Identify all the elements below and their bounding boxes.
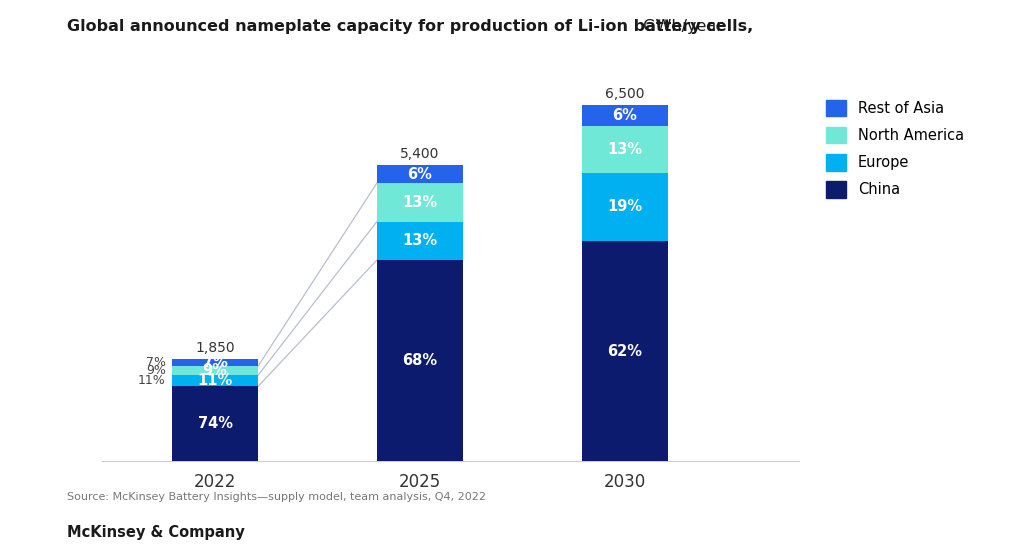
Text: 6%: 6% bbox=[408, 167, 432, 182]
Bar bbox=[377, 260, 463, 461]
Bar bbox=[582, 126, 668, 173]
Text: 6%: 6% bbox=[612, 108, 637, 123]
Text: McKinsey & Company: McKinsey & Company bbox=[67, 525, 245, 540]
Text: 11%: 11% bbox=[138, 374, 166, 388]
Text: 5,400: 5,400 bbox=[400, 147, 439, 161]
Text: 68%: 68% bbox=[402, 353, 437, 368]
Bar bbox=[172, 359, 258, 366]
Text: 19%: 19% bbox=[607, 199, 642, 214]
Bar bbox=[582, 173, 668, 241]
Text: 62%: 62% bbox=[607, 344, 642, 359]
Text: 11%: 11% bbox=[198, 373, 232, 388]
Bar bbox=[377, 183, 463, 222]
Text: 9%: 9% bbox=[203, 363, 227, 378]
Text: 6,500: 6,500 bbox=[605, 87, 644, 101]
Bar bbox=[582, 241, 668, 461]
Text: Source: McKinsey Battery Insights—supply model, team analysis, Q4, 2022: Source: McKinsey Battery Insights—supply… bbox=[67, 492, 485, 502]
Text: Global announced nameplate capacity for production of Li-ion battery cells,: Global announced nameplate capacity for … bbox=[67, 19, 753, 34]
Bar bbox=[582, 105, 668, 126]
Bar bbox=[377, 222, 463, 260]
Text: 7%: 7% bbox=[203, 355, 227, 370]
Bar bbox=[172, 375, 258, 386]
Bar bbox=[172, 366, 258, 375]
Text: GWh/year: GWh/year bbox=[638, 19, 723, 34]
Text: 9%: 9% bbox=[146, 364, 166, 377]
Text: 1,850: 1,850 bbox=[196, 341, 234, 355]
Text: 7%: 7% bbox=[145, 356, 166, 369]
Bar bbox=[377, 165, 463, 183]
Bar bbox=[172, 386, 258, 461]
Text: 13%: 13% bbox=[607, 142, 642, 157]
Text: 13%: 13% bbox=[402, 234, 437, 249]
Legend: Rest of Asia, North America, Europe, China: Rest of Asia, North America, Europe, Chi… bbox=[820, 94, 970, 203]
Text: 13%: 13% bbox=[402, 195, 437, 210]
Text: 74%: 74% bbox=[198, 416, 232, 431]
